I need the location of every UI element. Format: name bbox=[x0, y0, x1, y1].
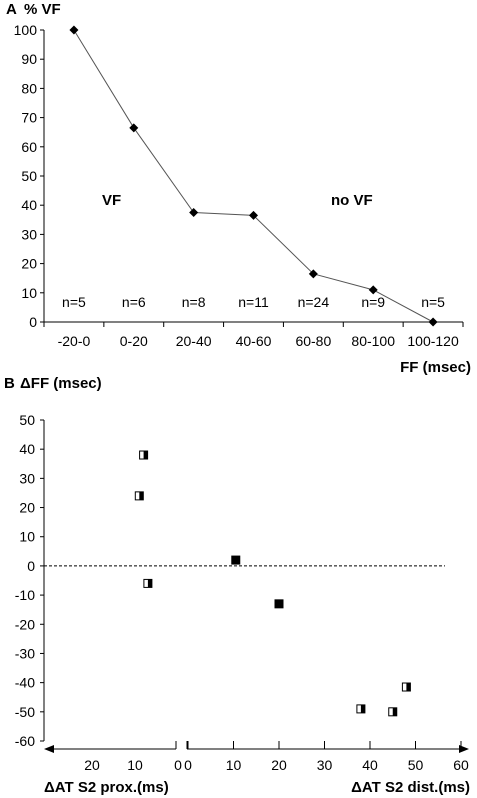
panel-b-x-axis-left-arrow bbox=[44, 745, 54, 753]
panel-a: A % VF 0 10 20 30 40 50 60 70 80 90 100 -20-0 0-20 2… bbox=[6, 1, 471, 376]
panel-b-y-tick-label: 50 bbox=[19, 412, 35, 428]
panel-a-y-tick-label: 20 bbox=[21, 256, 37, 272]
panel-b-point-proximal-fill bbox=[143, 451, 148, 460]
panel-a-count-label: n=24 bbox=[298, 294, 330, 310]
panel-a-y-label: % VF bbox=[24, 1, 61, 18]
panel-a-count-label: n=9 bbox=[361, 294, 385, 310]
panel-b-y-tick-label: -20 bbox=[15, 616, 35, 632]
panel-a-y-tick-label: 70 bbox=[21, 110, 37, 126]
panel-b-x-tick-label-distal: 20 bbox=[271, 757, 287, 773]
panel-a-count-label: n=11 bbox=[238, 294, 269, 310]
panel-a-x-tick-label: 0-20 bbox=[120, 333, 148, 349]
panel-b-point-proximal-fill bbox=[147, 579, 152, 588]
panel-a-x-tick-label: 100-120 bbox=[407, 333, 459, 349]
panel-a-y-tick-label: 10 bbox=[21, 285, 37, 301]
panel-a-y-tick-label: 90 bbox=[21, 51, 37, 67]
panel-b: B ΔFF (msec) 50 40 30 20 10 0 -10 -20 -30 -40 -50 -… bbox=[4, 375, 470, 796]
panel-b-x-tick-label-proximal: 10 bbox=[127, 757, 143, 773]
panel-a-y-tick-label: 30 bbox=[21, 226, 37, 242]
panel-a-data-point bbox=[189, 208, 199, 217]
panel-b-x-tick-label-distal: 50 bbox=[408, 757, 424, 773]
panel-b-point-distal-half-fill bbox=[360, 704, 365, 713]
panel-a-count-label: n=5 bbox=[62, 294, 86, 310]
panel-a-x-tick-label: 60-80 bbox=[295, 333, 331, 349]
panel-b-y-tick-label: -10 bbox=[15, 587, 35, 603]
panel-a-annotation-no-vf: no VF bbox=[331, 192, 373, 209]
panel-b-y-label: ΔFF (msec) bbox=[20, 375, 102, 392]
panel-a-x-tick-label: 80-100 bbox=[351, 333, 395, 349]
panel-a-count-label: n=5 bbox=[421, 294, 445, 310]
panel-a-data-point bbox=[368, 285, 378, 295]
panel-b-x-tick-label-distal: 30 bbox=[317, 757, 333, 773]
panel-a-y-tick-label: 0 bbox=[29, 314, 37, 330]
panel-a-y-tick-label: 100 bbox=[14, 22, 38, 38]
panel-a-count-label: n=8 bbox=[182, 294, 206, 310]
panel-a-data-point bbox=[249, 210, 258, 220]
panel-a-y-tick-label: 40 bbox=[21, 197, 37, 213]
panel-b-y-tick-label: 10 bbox=[19, 529, 35, 545]
panel-b-y-tick-label: -50 bbox=[15, 704, 35, 720]
panel-b-y-tick-label: 20 bbox=[19, 500, 35, 516]
panel-b-y-tick-label: 0 bbox=[27, 558, 35, 574]
panel-b-y-tick-label: 40 bbox=[19, 441, 35, 457]
panel-a-data-point bbox=[428, 317, 438, 327]
panel-a-x-tick-label: 40-60 bbox=[236, 333, 272, 349]
panel-a-y-tick-label: 80 bbox=[21, 80, 37, 96]
panel-a-y-tick-label: 50 bbox=[21, 168, 37, 184]
panel-b-point-distal-filled bbox=[231, 555, 241, 565]
panel-a-data-point bbox=[308, 269, 318, 279]
panel-b-point-proximal-fill bbox=[139, 491, 144, 500]
panel-b-y-tick-label: -60 bbox=[15, 733, 35, 749]
panel-b-y-tick-label: -40 bbox=[15, 675, 35, 691]
panel-b-y-tick-label: 30 bbox=[19, 470, 35, 486]
panel-a-count-label: n=6 bbox=[122, 294, 146, 310]
panel-a-x-tick-label: -20-0 bbox=[58, 333, 91, 349]
panel-b-x-tick-label-proximal: 20 bbox=[84, 757, 100, 773]
panel-b-point-distal-half-fill bbox=[406, 683, 411, 692]
panel-a-y-tick-label: 60 bbox=[21, 139, 37, 155]
panel-b-x-tick-label-distal: 10 bbox=[226, 757, 242, 773]
panel-b-y-tick-label: -30 bbox=[15, 645, 35, 661]
panel-a-annotation-vf: VF bbox=[102, 192, 121, 209]
panel-b-x-tick-label-distal: 0 bbox=[184, 757, 192, 773]
panel-a-series-line bbox=[73, 29, 434, 323]
panel-a-letter: A bbox=[6, 1, 17, 18]
panel-a-x-label: FF (msec) bbox=[400, 359, 471, 376]
panel-a-x-tick-label: 20-40 bbox=[176, 333, 212, 349]
panel-b-x-tick-label-proximal: 0 bbox=[174, 757, 182, 773]
panel-b-x-tick-label-distal: 60 bbox=[453, 757, 469, 773]
panel-b-point-distal-filled bbox=[274, 599, 284, 609]
panel-b-x-label-distal: ΔAT S2 dist.(ms) bbox=[351, 779, 470, 796]
panel-b-x-tick-label-distal: 40 bbox=[362, 757, 378, 773]
panel-a-data-point bbox=[129, 123, 139, 133]
panel-b-x-label-proximal: ΔAT S2 prox.(ms) bbox=[44, 779, 169, 796]
panel-b-letter: B bbox=[4, 375, 15, 392]
panel-b-point-distal-half-fill bbox=[392, 707, 397, 716]
panel-a-data-point bbox=[69, 25, 79, 35]
